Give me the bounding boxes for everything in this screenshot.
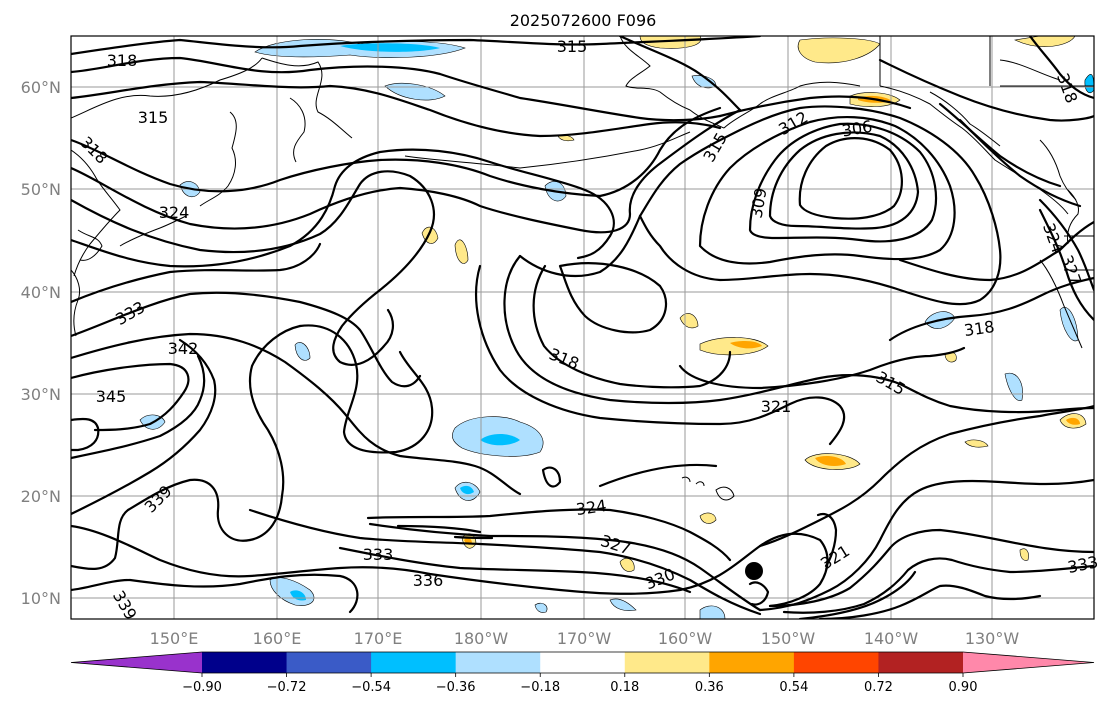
contour-label: 342 bbox=[168, 339, 199, 358]
colorbar-segment bbox=[709, 652, 795, 673]
colorbar-segment bbox=[540, 652, 626, 673]
colorbar-tick-label: −0.54 bbox=[351, 680, 391, 695]
lon-tick-label: 150°W bbox=[761, 629, 816, 648]
lat-tick-label: 30°N bbox=[21, 385, 61, 404]
colorbar-tick-label: −0.90 bbox=[182, 680, 222, 695]
lon-tick-label: 160°E bbox=[253, 629, 302, 648]
lon-tick-label: 170°W bbox=[557, 629, 612, 648]
contour-label: 318 bbox=[963, 317, 996, 340]
colorbar-segment bbox=[371, 652, 457, 673]
lat-tick-label: 50°N bbox=[21, 180, 61, 199]
position-marker bbox=[745, 562, 763, 580]
colorbar-tick-label: −0.72 bbox=[267, 680, 307, 695]
contour-label: 315 bbox=[557, 37, 588, 56]
colorbar-tick-label: 0.90 bbox=[949, 680, 978, 695]
lat-tick-label: 60°N bbox=[21, 78, 61, 97]
contour-label: 345 bbox=[96, 387, 127, 406]
colorbar-tick-label: −0.36 bbox=[436, 680, 476, 695]
map-title: 2025072600 F096 bbox=[510, 11, 657, 30]
colorbar-tick-label: 0.54 bbox=[779, 680, 808, 695]
lat-tick-label: 40°N bbox=[21, 283, 61, 302]
lat-tick-label: 20°N bbox=[21, 487, 61, 506]
colorbar-tick-label: 0.72 bbox=[864, 680, 893, 695]
lon-tick-label: 130°W bbox=[965, 629, 1020, 648]
lon-tick-label: 160°W bbox=[658, 629, 713, 648]
contour-label: 315 bbox=[138, 108, 169, 127]
colorbar-segment bbox=[878, 652, 964, 673]
colorbar-segment bbox=[624, 652, 710, 673]
height-contours bbox=[71, 36, 1094, 619]
colorbar-extend-min bbox=[71, 652, 202, 673]
map-area bbox=[71, 36, 1094, 619]
contour-label: 324 bbox=[159, 203, 190, 222]
colorbar-extend-max bbox=[963, 652, 1094, 673]
colorbar-tick-label: −0.18 bbox=[520, 680, 560, 695]
contour-label: 336 bbox=[413, 571, 444, 590]
lat-tick-label: 10°N bbox=[21, 589, 61, 608]
lon-tick-label: 180°W bbox=[454, 629, 509, 648]
longitude-labels: 150°E 160°E 170°E 180°W 170°W 160°W 150°… bbox=[150, 629, 1020, 648]
contour-label: 333 bbox=[363, 545, 394, 564]
colorbar-tick-label: 0.36 bbox=[695, 680, 724, 695]
colorbar-tick-label: 0.18 bbox=[610, 680, 639, 695]
contour-label: 324 bbox=[575, 496, 608, 519]
contour-label: 321 bbox=[761, 397, 792, 416]
colorbar-segment bbox=[202, 652, 288, 673]
lon-tick-label: 140°W bbox=[864, 629, 919, 648]
lon-tick-label: 170°E bbox=[354, 629, 403, 648]
lon-tick-label: 150°E bbox=[150, 629, 199, 648]
colorbar-segment bbox=[286, 652, 372, 673]
colorbar-segment bbox=[455, 652, 541, 673]
coastlines bbox=[71, 36, 1094, 501]
latitude-labels: 10°N 20°N 30°N 40°N 50°N 60°N bbox=[21, 78, 61, 608]
contour-label: 318 bbox=[107, 51, 138, 70]
colorbar-segment bbox=[793, 652, 879, 673]
colorbar: −0.90 −0.72 −0.54 −0.36 −0.18 0.18 0.36 0.54 0.7… bbox=[70, 651, 1095, 695]
map-frame bbox=[70, 35, 1095, 620]
